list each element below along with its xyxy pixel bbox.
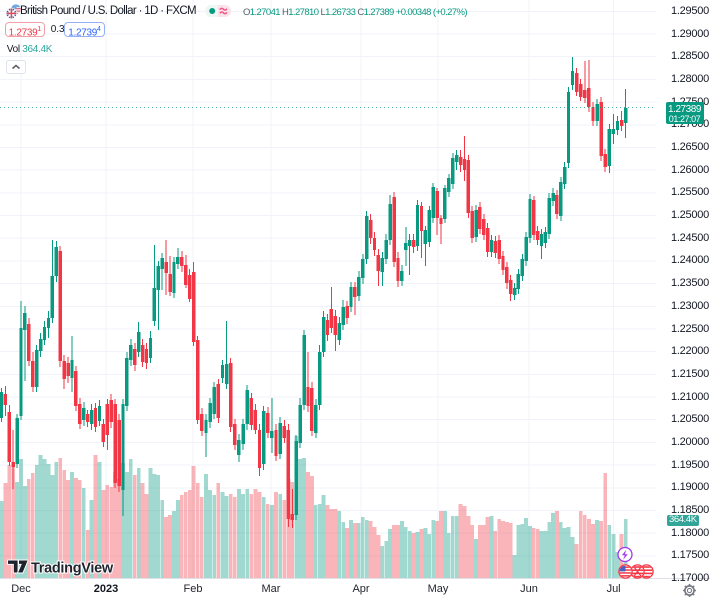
svg-text:TradingView: TradingView bbox=[31, 561, 114, 577]
